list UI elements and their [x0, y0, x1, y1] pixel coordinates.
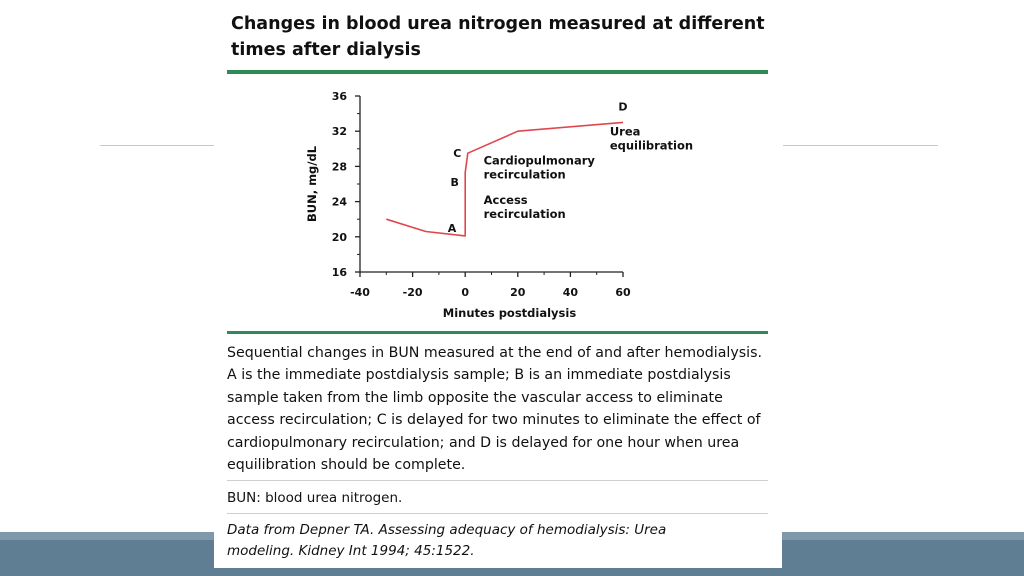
abbreviation-divider: [227, 513, 768, 514]
figure-caption: Sequential changes in BUN measured at th…: [227, 345, 762, 474]
point-label-a: A: [448, 222, 457, 235]
y-tick-label: 32: [332, 125, 347, 138]
y-tick-label: 24: [332, 196, 348, 209]
y-tick-label: 16: [332, 266, 348, 279]
point-label-c: C: [453, 147, 461, 160]
figure-panel: Changes in blood urea nitrogen measured …: [214, 0, 782, 568]
chart-divider: [227, 331, 768, 334]
annotation: Urea equilibration: [610, 125, 693, 153]
annotation-line: Cardiopulmonary: [484, 154, 596, 168]
series-line: [386, 121, 624, 237]
annotation-line: recirculation: [484, 168, 566, 182]
annotation-line: recirculation: [484, 207, 566, 221]
x-axis-label: Minutes postdialysis: [443, 306, 577, 320]
y-axis-label: BUN, mg/dL: [305, 145, 319, 222]
x-tick-label: 60: [615, 286, 631, 299]
x-tick-label: 20: [510, 286, 526, 299]
y-tick-label: 28: [332, 160, 347, 173]
annotation-line: Urea: [610, 125, 641, 139]
annotation-line: Access: [484, 193, 528, 207]
source-citation-line-1: Data from Depner TA. Assessing adequacy …: [227, 522, 667, 538]
annotation: Access recirculation: [484, 193, 566, 221]
x-tick-label: -20: [403, 286, 423, 299]
decorative-line-left: [100, 145, 215, 146]
bun-line-chart: 16 20 24 28 32 36 -40 -20 0 20 40 60 Minutes postdia…: [305, 90, 693, 320]
title-divider: [227, 70, 768, 74]
x-tick-label: 0: [461, 286, 469, 299]
annotation: Cardiopulmonary recirculation: [484, 154, 596, 182]
decorative-line-right: [783, 145, 938, 146]
y-tick-label: 36: [332, 90, 348, 103]
x-tick-label: -40: [350, 286, 370, 299]
point-label-b: B: [450, 176, 458, 189]
source-citation-line-2: modeling. Kidney Int 1994; 45:1522.: [227, 543, 475, 559]
y-tick-label: 20: [332, 231, 348, 244]
source-citation: Data from Depner TA. Assessing adequacy …: [227, 520, 772, 562]
abbreviation-note: BUN: blood urea nitrogen.: [227, 490, 403, 506]
caption-divider: [227, 480, 768, 481]
point-label-d: D: [618, 101, 627, 114]
figure-title: Changes in blood urea nitrogen measured …: [231, 14, 765, 60]
annotation-line: equilibration: [610, 139, 693, 153]
x-tick-label: 40: [563, 286, 579, 299]
